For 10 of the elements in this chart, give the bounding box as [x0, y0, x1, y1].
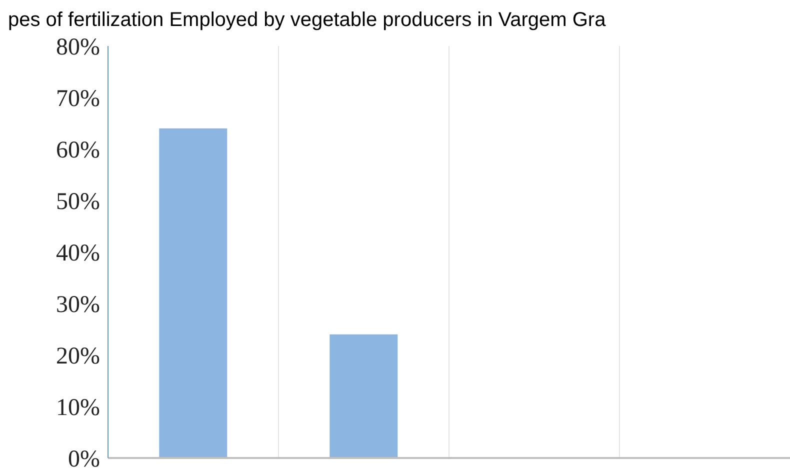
y-tick-label: 40%: [56, 240, 100, 267]
y-tick-label: 20%: [56, 344, 100, 370]
y-tick-label: 60%: [56, 138, 100, 164]
y-tick-label: 50%: [56, 189, 100, 216]
y-tick-label: 10%: [56, 395, 100, 422]
y-tick-label: 80%: [56, 34, 100, 61]
y-tick-label: 70%: [56, 86, 100, 112]
y-tick-label: 30%: [56, 292, 100, 318]
chart-title: pes of fertilization Employed by vegetable producers in Vargem Gra: [8, 8, 607, 32]
y-tick-label: 0%: [68, 446, 100, 473]
